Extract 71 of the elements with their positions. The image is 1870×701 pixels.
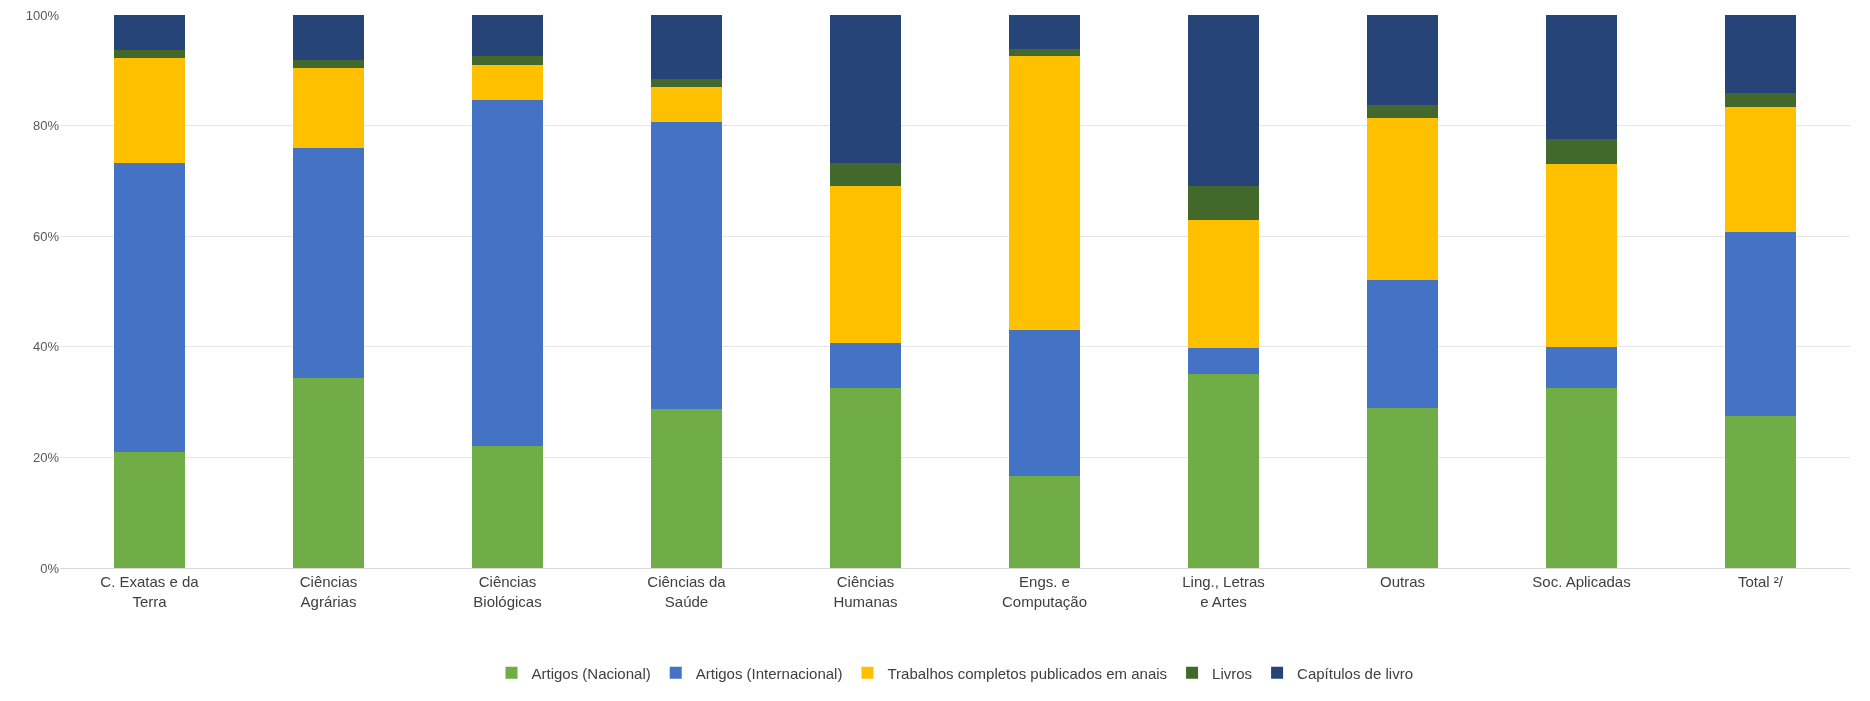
bar [1366, 407, 1439, 568]
bar [829, 343, 902, 388]
x-tick-label: Outras [1379, 573, 1426, 590]
bar [829, 387, 902, 568]
bar [829, 186, 902, 344]
bar [292, 378, 365, 568]
bar [1545, 15, 1618, 140]
bar [292, 60, 365, 68]
x-tick-label: Ciências Humanas [833, 573, 898, 610]
bar [1008, 55, 1081, 331]
bar [292, 67, 365, 148]
bar [1724, 92, 1797, 107]
bar [471, 100, 544, 447]
legend-label: Artigos (Internacional) [695, 664, 843, 682]
bar [829, 15, 902, 163]
bar [113, 57, 186, 163]
legend-label: Capítulos de livro [1297, 664, 1413, 682]
y-tick-label: 40% [32, 339, 60, 355]
bar [1187, 15, 1260, 187]
bar [650, 122, 723, 409]
bar [1545, 164, 1618, 347]
bar [113, 451, 186, 568]
bar [1366, 118, 1439, 281]
bar [1008, 48, 1081, 56]
bar [1187, 347, 1260, 375]
bar [1366, 280, 1439, 408]
bar [650, 408, 723, 568]
x-tick-label: Ciências Biológicas [473, 573, 542, 610]
bar [1008, 15, 1081, 49]
y-tick-label: 80% [32, 118, 60, 134]
bar [650, 87, 723, 123]
bar [1187, 219, 1260, 348]
legend-label: Trabalhos completos publicados em anais [887, 664, 1168, 682]
bar [1008, 330, 1081, 477]
legend-label: Artigos (Nacional) [531, 664, 651, 682]
bar [471, 446, 544, 568]
bar [1008, 476, 1081, 568]
bar [1545, 139, 1618, 165]
bar [1187, 186, 1260, 220]
bar [113, 50, 186, 58]
x-tick-label: Ling., Letras e Artes [1182, 573, 1265, 610]
x-tick-label: C. Exatas e da Terra [100, 573, 200, 610]
bar [113, 15, 186, 51]
bar [292, 147, 365, 379]
x-tick-label: Total ²/ [1737, 573, 1784, 590]
bar [1724, 416, 1797, 568]
x-tick-label: Ciências da Saúde [647, 573, 727, 610]
bar [1724, 15, 1797, 93]
x-tick-label: Soc. Aplicadas [1532, 573, 1631, 590]
y-tick-label: 100% [25, 7, 60, 23]
bar [1545, 346, 1618, 388]
y-tick-label: 0% [40, 560, 60, 576]
bar [1724, 231, 1797, 417]
bar [1366, 104, 1439, 119]
bar [292, 15, 365, 61]
x-tick-label: Ciências Agrárias [299, 573, 358, 610]
bar [1366, 15, 1439, 105]
bar [1545, 387, 1618, 568]
bar [471, 64, 544, 101]
bar [650, 15, 723, 80]
bar [829, 162, 902, 187]
legend-label: Livros [1212, 664, 1253, 682]
bar [471, 15, 544, 57]
y-tick-label: 20% [32, 449, 60, 465]
bar [471, 56, 544, 65]
bar [113, 162, 186, 452]
x-tick-label: Engs. e Computação [1001, 573, 1088, 610]
bar [1724, 106, 1797, 232]
bar [650, 79, 723, 88]
bar [1187, 374, 1260, 568]
y-tick-label: 60% [32, 228, 60, 244]
